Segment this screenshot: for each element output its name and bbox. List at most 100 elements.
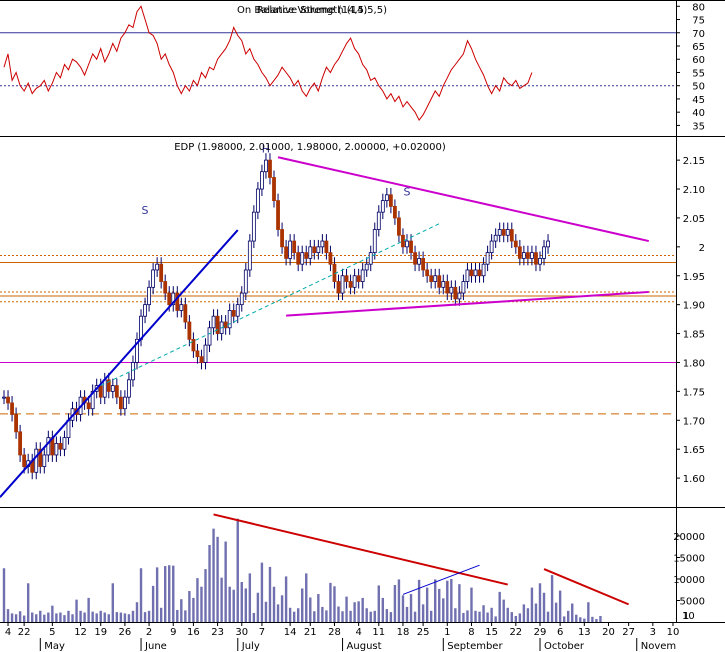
x-day-label: 19 xyxy=(94,627,107,638)
volume-bar xyxy=(200,586,203,622)
candle xyxy=(231,303,236,324)
candle-body xyxy=(151,269,156,288)
candle-body xyxy=(409,240,413,254)
volume-bar xyxy=(466,610,469,622)
candle-body xyxy=(465,269,470,282)
candle-body xyxy=(58,443,63,450)
x-day-label: 10 xyxy=(667,627,680,638)
candle xyxy=(509,222,514,248)
volume-bar xyxy=(546,611,550,622)
volume-bar xyxy=(587,602,590,622)
candle-body xyxy=(18,431,23,456)
volume-bar xyxy=(180,599,183,622)
x-day-label: 23 xyxy=(211,627,224,638)
volume-bar xyxy=(534,603,538,622)
volume-bar xyxy=(478,611,481,622)
candle-body xyxy=(356,275,361,282)
volume-bar xyxy=(486,612,489,622)
price-tick-label: 1.95 xyxy=(683,272,705,283)
x-day-label: 2 xyxy=(146,627,152,638)
candle xyxy=(34,442,39,480)
volume-bar xyxy=(55,613,58,622)
candle xyxy=(114,378,119,405)
volume-bar xyxy=(18,611,22,622)
volume-bar xyxy=(208,544,211,622)
candle xyxy=(199,349,204,370)
price-tick-label: 1.80 xyxy=(683,358,705,369)
volume-tick-label: 5000 xyxy=(680,596,705,607)
candle-body xyxy=(22,454,27,467)
volume-bar xyxy=(35,614,38,622)
candle xyxy=(268,153,272,185)
candle-body xyxy=(235,304,240,317)
pattern-label: H xyxy=(262,143,270,156)
volume-bar xyxy=(103,612,106,622)
x-day-label: 25 xyxy=(417,627,430,638)
volume-bar xyxy=(95,613,98,622)
candle-body xyxy=(413,252,417,265)
candle-body xyxy=(187,321,192,340)
rsi-tick-label: 70 xyxy=(692,29,705,40)
volume-bar xyxy=(119,612,123,622)
candle-body xyxy=(118,396,123,410)
price-tick-label: 2.05 xyxy=(683,214,705,225)
candle xyxy=(86,396,91,416)
candle-body xyxy=(393,205,397,219)
candle xyxy=(159,257,164,289)
volume-bar xyxy=(446,580,449,622)
volume-bar xyxy=(301,588,304,622)
candle xyxy=(521,245,526,266)
volume-bar xyxy=(317,594,320,622)
volume-bar xyxy=(10,613,14,622)
x-day-label: 20 xyxy=(602,627,615,638)
x-day-label: 22 xyxy=(509,627,522,638)
candle-body xyxy=(155,263,160,271)
candle-body xyxy=(526,252,530,259)
candle xyxy=(324,234,329,260)
volume-bar xyxy=(22,615,26,622)
candle-body xyxy=(227,310,232,329)
volume-bar xyxy=(313,611,316,622)
price-trendline-2 xyxy=(277,156,650,243)
candle-body xyxy=(102,379,107,398)
volume-bar xyxy=(474,610,477,622)
volume-bar xyxy=(192,597,195,622)
volume-bar xyxy=(595,618,598,622)
candle xyxy=(38,442,43,474)
candle xyxy=(247,234,252,277)
candle-body xyxy=(86,402,91,410)
candle-body xyxy=(2,396,6,399)
price-trendline-0 xyxy=(0,229,239,498)
x-day-labels: 4 22 5 12 19 26 2 9 16 23 30 7 14 21 28 4 11 18 25 1 8 15 22 29… xyxy=(5,622,680,638)
rsi-title-overlay: On Balance Volume (14,5,5,5) xyxy=(237,5,387,16)
candle xyxy=(477,263,482,283)
candle xyxy=(276,193,280,237)
volume-bar xyxy=(373,610,376,622)
candle-body xyxy=(175,292,180,311)
candle xyxy=(485,245,490,272)
volume-bar xyxy=(31,612,34,622)
x-day-label: 15 xyxy=(485,627,498,638)
candle-body xyxy=(304,252,309,259)
candle xyxy=(437,268,442,295)
volume-bar xyxy=(244,588,247,622)
candle xyxy=(417,251,421,272)
candle-body xyxy=(340,275,345,294)
volume-bar xyxy=(71,614,74,622)
candle xyxy=(203,338,208,370)
x-month-label: October xyxy=(544,641,585,652)
candle xyxy=(517,239,522,266)
candle-body xyxy=(509,229,514,242)
candle-body xyxy=(34,448,39,473)
volume-bar xyxy=(91,611,94,622)
candle-body xyxy=(247,240,252,271)
candle-body xyxy=(469,269,474,277)
candle xyxy=(425,263,430,283)
volume-bar xyxy=(413,611,417,622)
x-extra-label-1: 1 xyxy=(683,611,689,622)
volume-bar xyxy=(67,610,70,622)
volume-bar xyxy=(530,587,534,622)
candle xyxy=(296,245,301,272)
volume-bar xyxy=(39,610,42,622)
candle-body xyxy=(110,385,115,392)
